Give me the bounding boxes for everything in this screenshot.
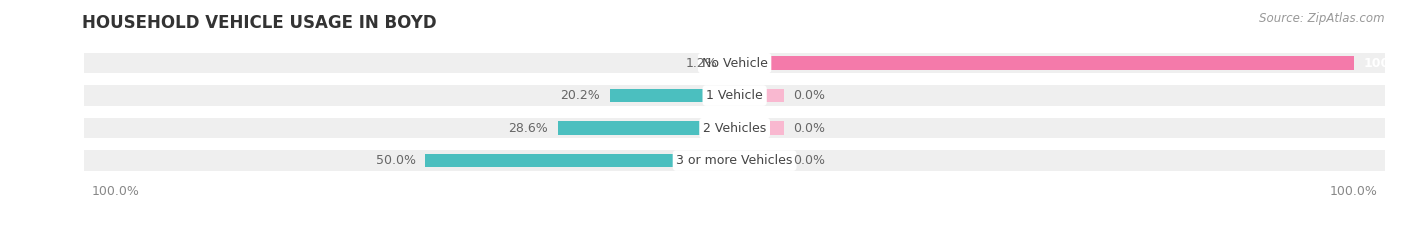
Text: 28.6%: 28.6% bbox=[509, 122, 548, 135]
Bar bbox=[84, 53, 1385, 73]
Bar bbox=[735, 89, 785, 103]
Text: Source: ZipAtlas.com: Source: ZipAtlas.com bbox=[1260, 12, 1385, 25]
Bar bbox=[558, 121, 735, 135]
Text: 0.0%: 0.0% bbox=[793, 89, 825, 102]
Text: 1 Vehicle: 1 Vehicle bbox=[706, 89, 763, 102]
Text: 3 or more Vehicles: 3 or more Vehicles bbox=[676, 154, 793, 167]
Text: 100.0%: 100.0% bbox=[1364, 57, 1406, 70]
Bar bbox=[735, 121, 785, 135]
Text: HOUSEHOLD VEHICLE USAGE IN BOYD: HOUSEHOLD VEHICLE USAGE IN BOYD bbox=[82, 14, 436, 32]
Text: 0.0%: 0.0% bbox=[793, 154, 825, 167]
Bar bbox=[735, 154, 785, 168]
Text: 2 Vehicles: 2 Vehicles bbox=[703, 122, 766, 135]
Bar bbox=[425, 154, 735, 168]
Legend: Owner-occupied, Renter-occupied: Owner-occupied, Renter-occupied bbox=[603, 229, 866, 233]
Text: 1.2%: 1.2% bbox=[686, 57, 718, 70]
Bar bbox=[84, 118, 1385, 138]
Bar bbox=[84, 85, 1385, 106]
Bar bbox=[735, 56, 1354, 70]
Text: 0.0%: 0.0% bbox=[793, 122, 825, 135]
Bar bbox=[84, 150, 1385, 171]
Bar bbox=[610, 89, 735, 103]
Text: 20.2%: 20.2% bbox=[561, 89, 600, 102]
Bar bbox=[727, 56, 735, 70]
Text: No Vehicle: No Vehicle bbox=[702, 57, 768, 70]
Text: 50.0%: 50.0% bbox=[375, 154, 416, 167]
